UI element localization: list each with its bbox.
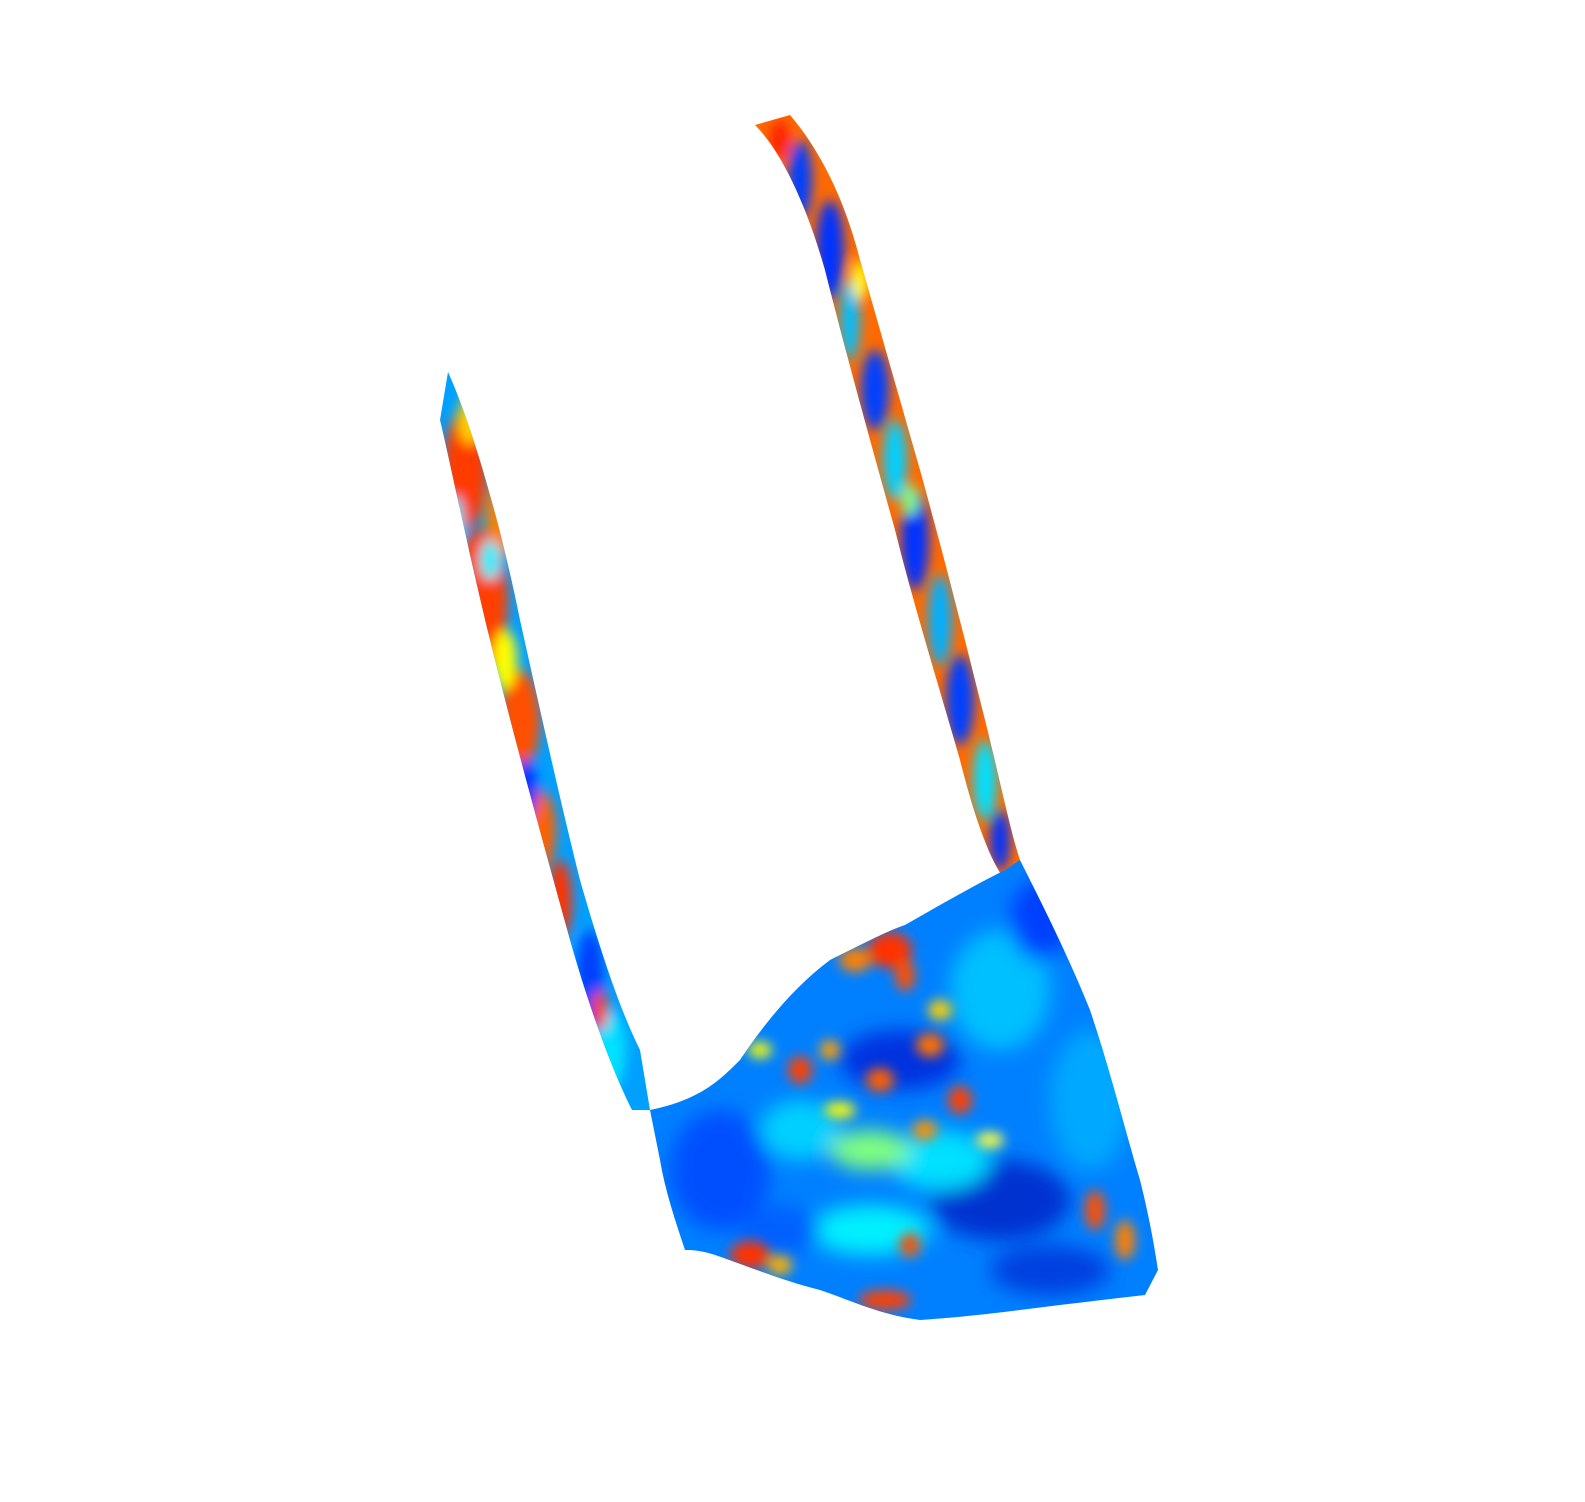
right-fin (755, 115, 1020, 880)
basin (650, 860, 1158, 1320)
left-fin (440, 372, 650, 1110)
